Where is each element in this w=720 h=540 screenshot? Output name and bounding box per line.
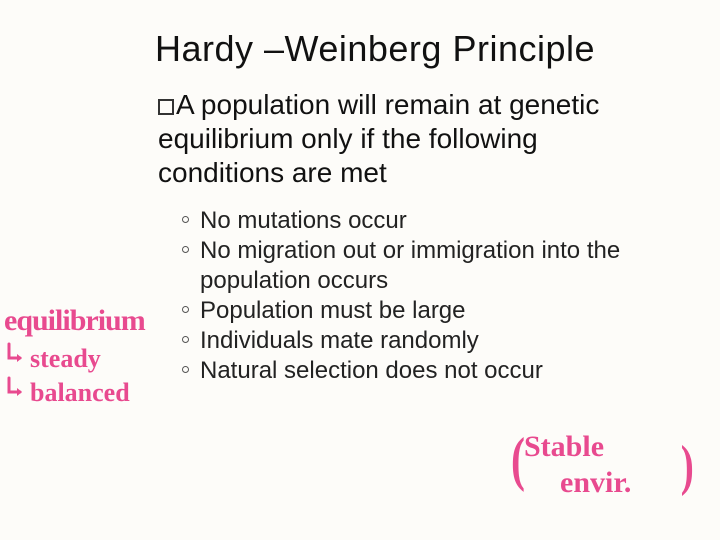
annotation-arrow-icon xyxy=(6,376,32,402)
sub-bullet-text: Individuals mate randomly xyxy=(200,327,479,354)
annotation-stable: Stable xyxy=(524,432,604,462)
annotation-steady: steady xyxy=(30,346,101,372)
slide-body: A population will remain at genetic equi… xyxy=(158,88,650,386)
sub-bullet-text: Population must be large xyxy=(200,297,466,324)
ring-bullet-icon xyxy=(182,336,189,343)
ring-bullet-icon xyxy=(182,246,189,253)
annotation-equilibrium: equilibrium xyxy=(4,306,145,336)
sub-bullet: Population must be large xyxy=(182,296,650,326)
annotation-paren-right: ) xyxy=(681,434,694,498)
sub-bullet-text: No migration out or immigration into the… xyxy=(200,237,620,294)
annotation-envir: envir. xyxy=(560,468,631,498)
sub-bullet-text: No mutations occur xyxy=(200,207,407,234)
main-point-text: population will remain at genetic equili… xyxy=(158,89,599,188)
slide-title: Hardy –Weinberg Principle xyxy=(100,28,650,70)
annotation-arrow-icon xyxy=(6,342,32,368)
sub-bullet-text: Natural selection does not occur xyxy=(200,357,543,384)
sub-bullet: No mutations occur xyxy=(182,206,650,236)
sub-bullet: No migration out or immigration into the… xyxy=(182,236,650,296)
main-point-prefix: A xyxy=(176,89,193,120)
annotation-paren-left: ( xyxy=(511,425,525,494)
square-bullet-icon xyxy=(158,99,174,115)
ring-bullet-icon xyxy=(182,216,189,223)
main-point: A population will remain at genetic equi… xyxy=(158,88,650,190)
sub-bullet: Individuals mate randomly xyxy=(182,326,650,356)
sub-bullet: Natural selection does not occur xyxy=(182,356,650,386)
slide: Hardy –Weinberg Principle A population w… xyxy=(0,0,720,540)
ring-bullet-icon xyxy=(182,366,189,373)
ring-bullet-icon xyxy=(182,306,189,313)
sub-bullets: No mutations occur No migration out or i… xyxy=(182,206,650,386)
annotation-balanced: balanced xyxy=(30,380,130,406)
